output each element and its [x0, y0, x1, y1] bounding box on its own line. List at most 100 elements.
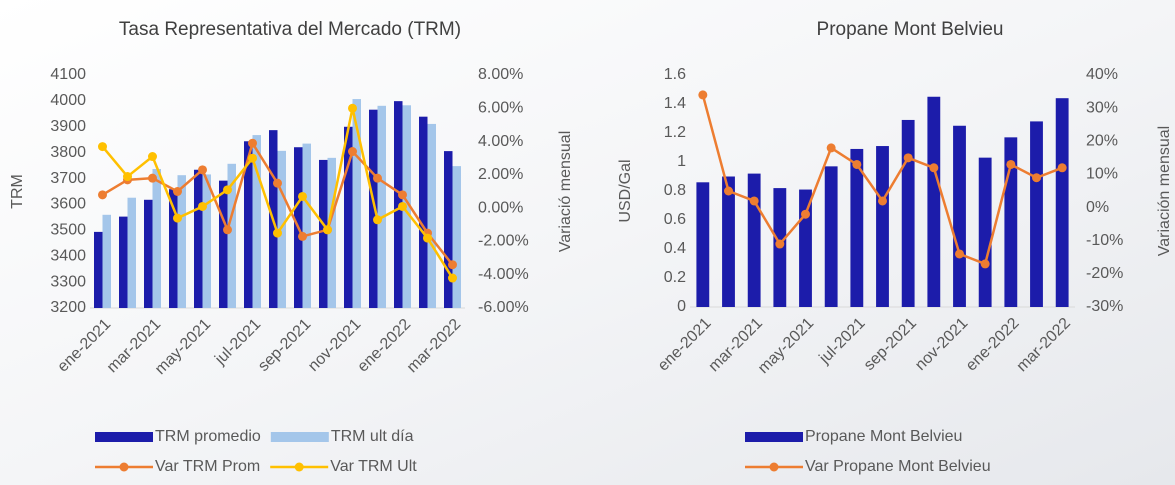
bar — [327, 157, 336, 308]
bar — [901, 119, 915, 307]
line-marker — [148, 152, 157, 162]
bar — [219, 180, 228, 308]
y-tick-label: 3200 — [50, 299, 86, 316]
y-tick-label: 0.2 — [664, 269, 686, 286]
y-tick-label: 3700 — [50, 170, 86, 187]
bar — [696, 182, 710, 307]
legend-item: Var TRM Prom — [95, 458, 260, 475]
y2-tick-label: 40% — [1086, 66, 1118, 83]
y2-tick-label: -20% — [1086, 265, 1123, 282]
y2-tick-label: 2.00% — [478, 166, 523, 183]
chart-title: Propane Mont Belvieu — [817, 19, 1004, 40]
bar — [927, 96, 941, 307]
bar — [427, 123, 436, 309]
line-marker — [298, 191, 307, 201]
y2-tick-label: 0.00% — [478, 199, 523, 216]
line-marker — [223, 185, 232, 195]
bar — [319, 159, 328, 308]
line-marker — [929, 163, 939, 173]
line-marker — [173, 187, 182, 196]
bar — [202, 174, 211, 308]
bar — [1055, 98, 1069, 307]
bar — [1030, 121, 1043, 308]
line-marker — [123, 172, 132, 182]
line-marker — [1057, 163, 1067, 173]
y2-tick-label: 10% — [1086, 166, 1118, 183]
y2-tick-label: 4.00% — [478, 133, 523, 150]
bar — [452, 166, 461, 308]
bar — [119, 216, 128, 308]
y2-tick-label: -2.00% — [478, 233, 529, 250]
bar — [244, 141, 253, 308]
line-marker — [248, 153, 257, 163]
y-tick-label: 3600 — [50, 196, 86, 213]
chart-title: Tasa Representativa del Mercado (TRM) — [119, 19, 461, 40]
line-marker — [698, 90, 708, 100]
line-marker — [223, 225, 232, 235]
line-marker — [198, 201, 207, 211]
y2-tick-label: 6.00% — [478, 100, 523, 117]
line-marker — [448, 260, 457, 270]
line-marker — [724, 186, 733, 196]
y2-tick-label: 0% — [1086, 199, 1109, 216]
bar — [876, 146, 889, 307]
bar — [277, 150, 286, 308]
legend-item: Var Propane Mont Belvieu — [745, 458, 991, 475]
legend-label: Var TRM Prom — [155, 458, 260, 475]
line-marker — [749, 196, 759, 206]
y-tick-label: 3400 — [50, 247, 86, 264]
line-marker — [248, 138, 257, 148]
line-marker — [273, 178, 282, 188]
y2-tick-label: -10% — [1086, 232, 1123, 249]
line-marker — [826, 143, 836, 153]
bar — [194, 169, 203, 308]
bar — [444, 151, 453, 308]
y2-tick-label: 8.00% — [478, 66, 523, 83]
line-marker — [852, 159, 862, 169]
bar — [419, 116, 428, 308]
line-marker — [148, 173, 157, 183]
line-marker — [903, 153, 913, 163]
legend-swatch — [95, 432, 153, 442]
line-marker — [775, 239, 785, 249]
y-tick-label: 3500 — [50, 222, 86, 239]
line-marker — [398, 190, 407, 200]
legend-swatch — [270, 432, 329, 442]
legend-label: TRM ult día — [331, 428, 414, 445]
bar — [94, 231, 103, 308]
line-marker — [398, 201, 407, 211]
line-marker — [955, 249, 964, 259]
bar — [722, 176, 735, 307]
line-marker — [173, 213, 182, 223]
line-marker — [98, 142, 107, 152]
line-marker — [298, 231, 307, 241]
bar — [127, 197, 136, 308]
legend-marker — [119, 462, 129, 472]
y-tick-label: 3900 — [50, 118, 86, 135]
line-marker — [448, 273, 457, 283]
y-tick-label: 4100 — [50, 66, 86, 83]
y2-axis-title: Variación mensual — [1156, 126, 1173, 256]
y2-tick-label: -4.00% — [478, 266, 529, 283]
legend-swatch — [745, 432, 803, 442]
legend-marker — [769, 462, 779, 472]
bar — [344, 126, 353, 309]
line-marker — [198, 165, 207, 175]
y-tick-label: 1.6 — [664, 66, 686, 83]
bar — [377, 105, 386, 309]
y2-tick-label: -6.00% — [478, 299, 529, 316]
y2-axis-title: Variació mensual — [557, 131, 574, 253]
legend-label: TRM promedio — [155, 428, 261, 445]
line-marker — [373, 215, 382, 225]
y-tick-label: 1.2 — [664, 124, 686, 141]
y-tick-label: 3800 — [50, 144, 86, 161]
y-axis-title: USD/Gal — [617, 159, 634, 222]
line-marker — [373, 173, 382, 183]
line-marker — [878, 196, 887, 206]
line-marker — [98, 190, 107, 200]
bar — [352, 99, 361, 309]
legend-label: Var TRM Ult — [330, 458, 417, 475]
y2-tick-label: -30% — [1086, 298, 1123, 315]
legend-item: TRM promedio — [95, 428, 261, 445]
